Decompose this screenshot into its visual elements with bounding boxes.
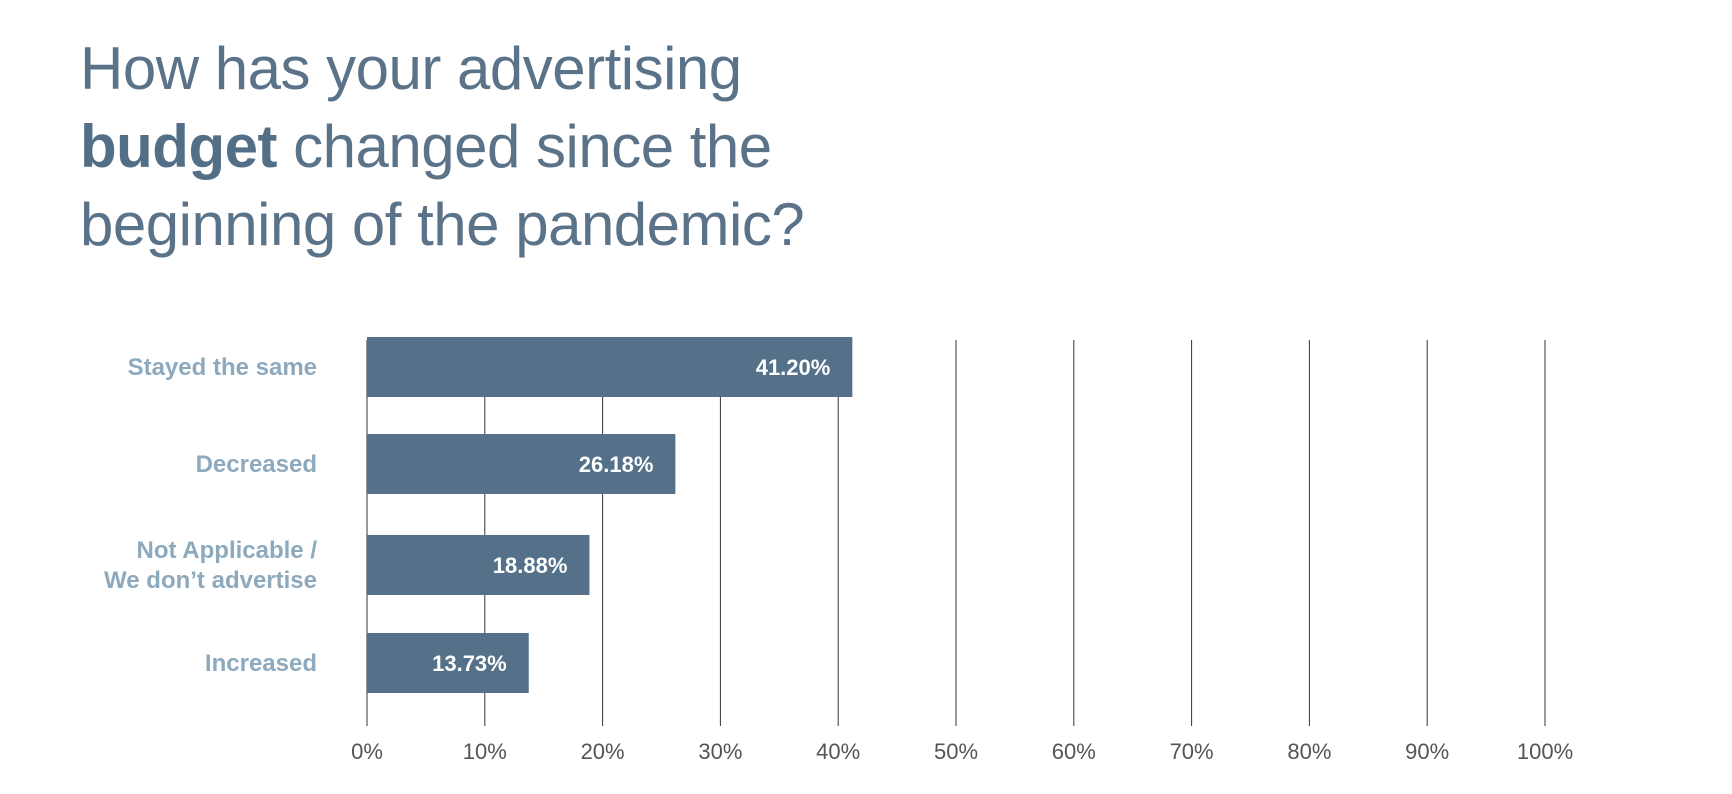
bar [367, 434, 676, 494]
x-tick-label: 60% [1052, 739, 1096, 764]
bar [367, 337, 853, 397]
x-tick-label: 40% [816, 739, 860, 764]
bar-value-label: 26.18% [579, 452, 654, 477]
bar [367, 535, 590, 595]
x-tick-label: 50% [934, 739, 978, 764]
category-labels: Stayed the same Decreased Not Applicable /… [104, 354, 317, 677]
bars: 41.20% 26.18% 18.88% 13.73% [367, 337, 853, 693]
bar-value-label: 41.20% [756, 355, 831, 380]
x-tick-label: 10% [463, 739, 507, 764]
title-line-2-rest: changed since the [276, 113, 772, 180]
title-line-1: How has your advertising [80, 35, 742, 102]
category-label: Stayed the same [128, 354, 317, 381]
category-label: Increased [205, 650, 317, 677]
title-bold-word: budget [80, 113, 277, 180]
x-tick-label: 100% [1517, 739, 1573, 764]
x-tick-label: 90% [1405, 739, 1449, 764]
category-label: Not Applicable / [137, 537, 318, 564]
x-tick-label: 70% [1170, 739, 1214, 764]
grid-lines [366, 340, 1546, 726]
x-tick-label: 80% [1287, 739, 1331, 764]
title-line-3: beginning of the pandemic? [80, 191, 805, 258]
title-line-2: budget changed since the [80, 108, 980, 186]
x-axis-tick-labels: 0% 10% 20% 30% 40% 50% 60% 70% 80% 90% 100% [351, 739, 1573, 764]
bar [367, 633, 529, 693]
x-tick-label: 20% [581, 739, 625, 764]
bar-value-label: 18.88% [493, 553, 568, 578]
x-tick-label: 0% [351, 739, 383, 764]
bar-value-label: 13.73% [432, 651, 507, 676]
category-label: We don’t advertise [104, 567, 317, 594]
chart-title: How has your advertising budget changed … [80, 30, 980, 264]
category-label: Decreased [196, 451, 317, 478]
x-tick-label: 30% [698, 739, 742, 764]
